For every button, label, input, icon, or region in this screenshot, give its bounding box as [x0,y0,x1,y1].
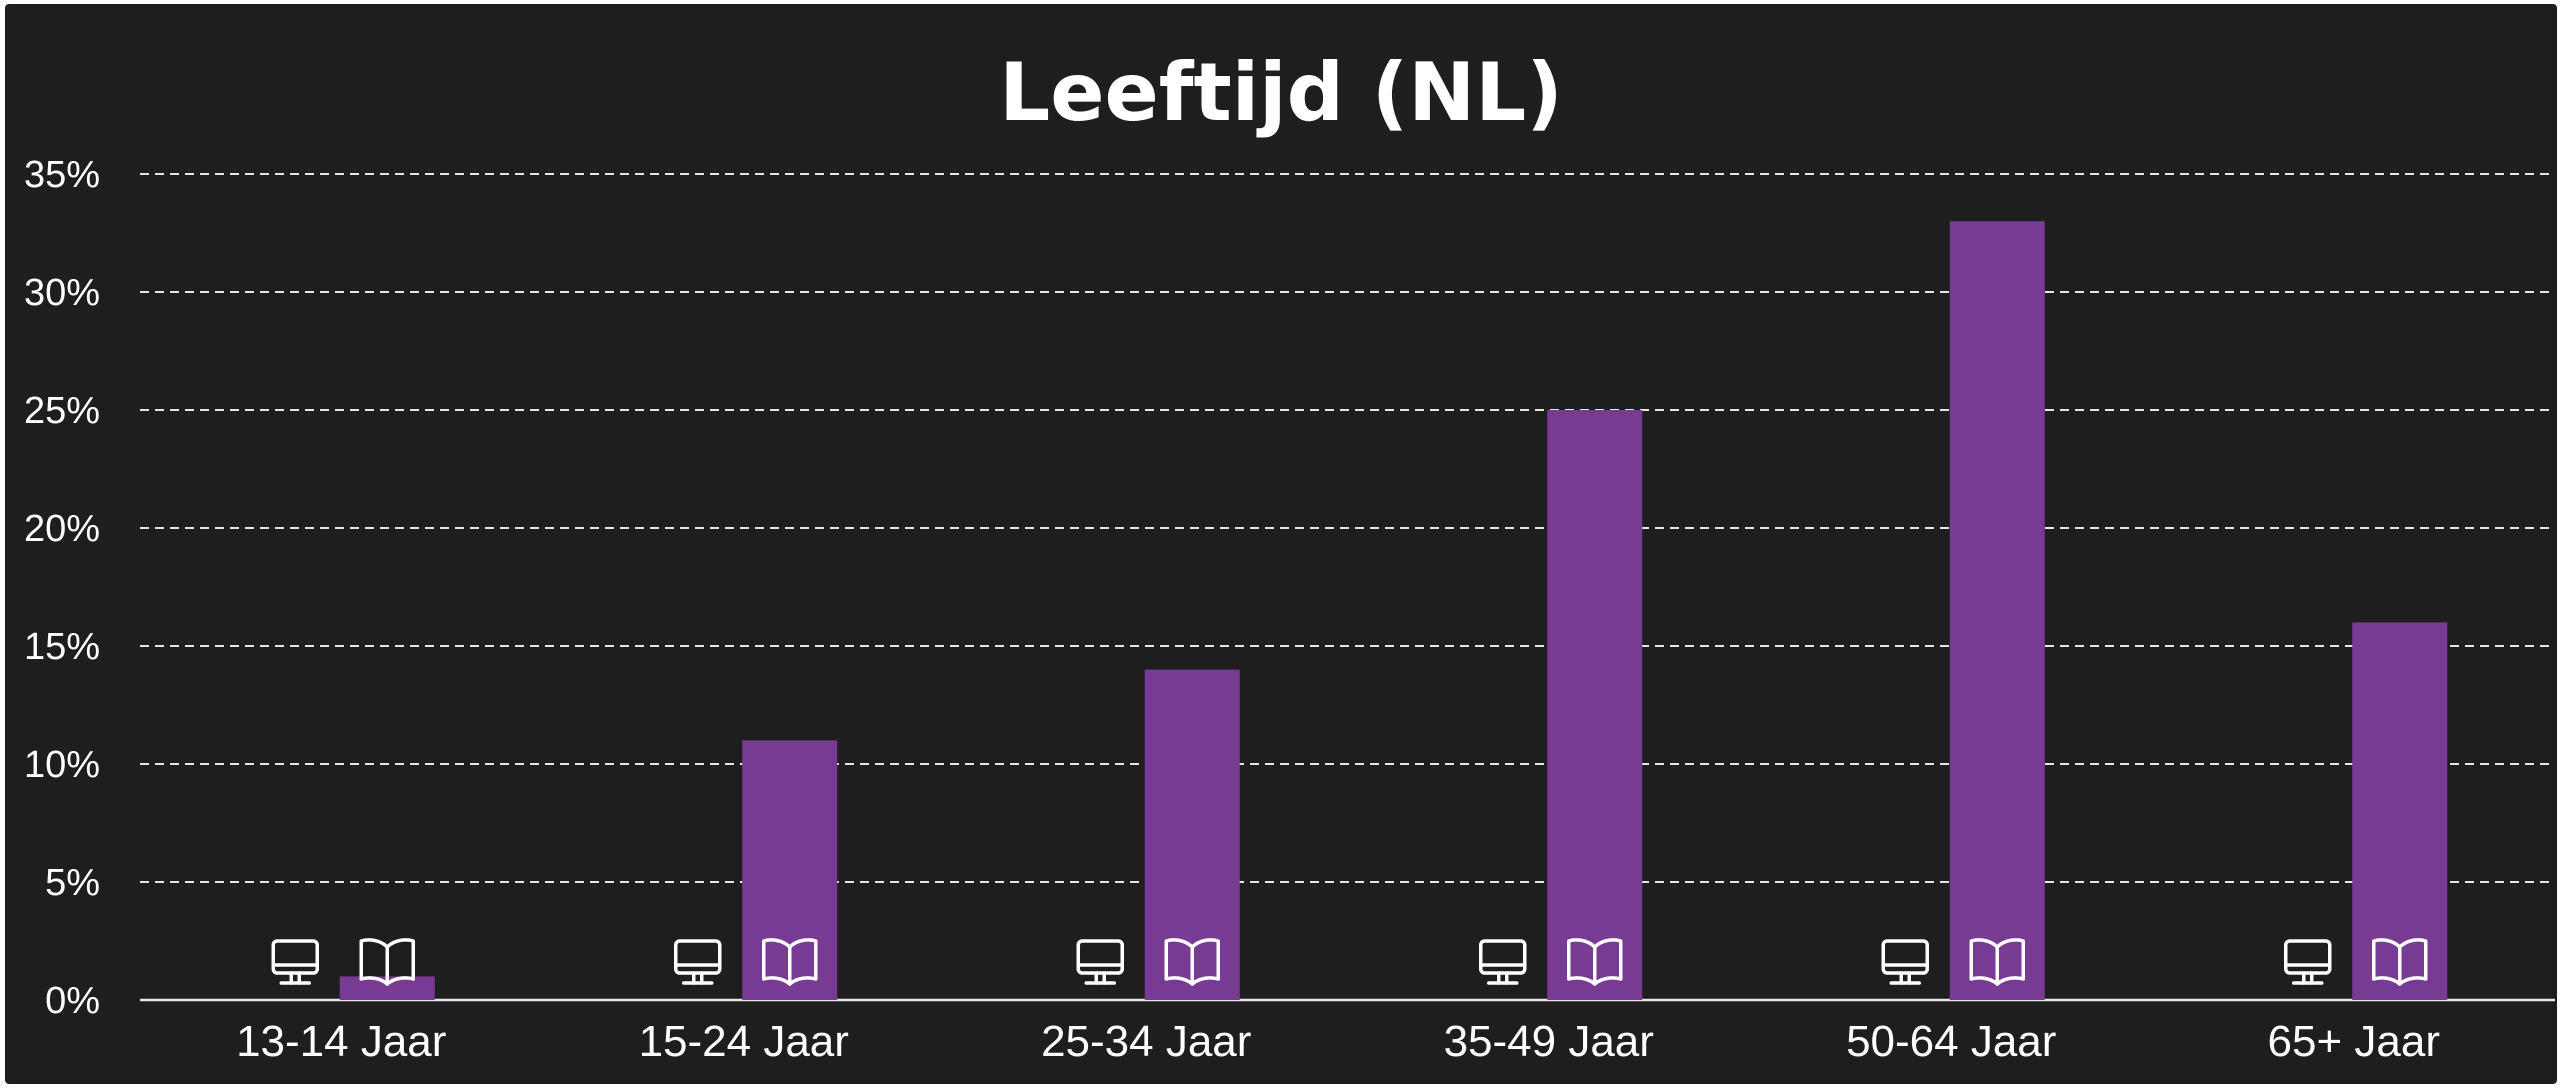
chart-frame: Leeftijd (NL) 0% 5% 10% 15% 20% 25% 30% 35% 13-… [5,4,2557,1084]
monitor-icon [1881,939,1929,985]
y-tick-label: 0% [45,980,100,1022]
y-tick-label: 30% [24,272,100,314]
monitor-icon [1076,939,1124,985]
monitor-icon [674,939,722,985]
y-axis-ticks: 0% 5% 10% 15% 20% 25% 30% 35% [24,154,100,1022]
monitor-icon [2284,939,2332,985]
x-tick-label: 15-24 Jaar [639,1017,849,1066]
book-icon [1567,938,1623,986]
gridlines [140,173,2555,1002]
book-icon [1164,938,1220,986]
book-icon [359,938,415,986]
monitor-icon [271,939,319,985]
series-icons [271,938,2428,986]
bar-chart: Leeftijd (NL) 0% 5% 10% 15% 20% 25% 30% 35% 13-… [24,46,2555,1066]
y-tick-label: 25% [24,390,100,432]
book-icon [762,938,818,986]
book-icon [2372,938,2428,986]
chart-title: Leeftijd (NL) [999,46,1563,139]
bar [2352,622,2448,1000]
book-icon [1969,938,2025,986]
x-tick-label: 25-34 Jaar [1041,1017,1251,1066]
x-axis-labels: 13-14 Jaar 15-24 Jaar 25-34 Jaar 35-49 Jaar… [236,1017,2440,1066]
y-tick-label: 5% [45,862,100,904]
y-tick-label: 10% [24,744,100,786]
x-tick-label: 65+ Jaar [2268,1017,2440,1066]
x-tick-label: 50-64 Jaar [1846,1017,2056,1066]
bars [339,221,2448,1000]
y-tick-label: 15% [24,626,100,668]
bar [1949,221,2045,1000]
bar [339,976,435,1000]
bar [1547,410,1643,1000]
x-tick-label: 13-14 Jaar [236,1017,446,1066]
monitor-icon [1479,939,1527,985]
y-tick-label: 20% [24,508,100,550]
x-tick-label: 35-49 Jaar [1444,1017,1654,1066]
y-tick-label: 35% [24,154,100,196]
